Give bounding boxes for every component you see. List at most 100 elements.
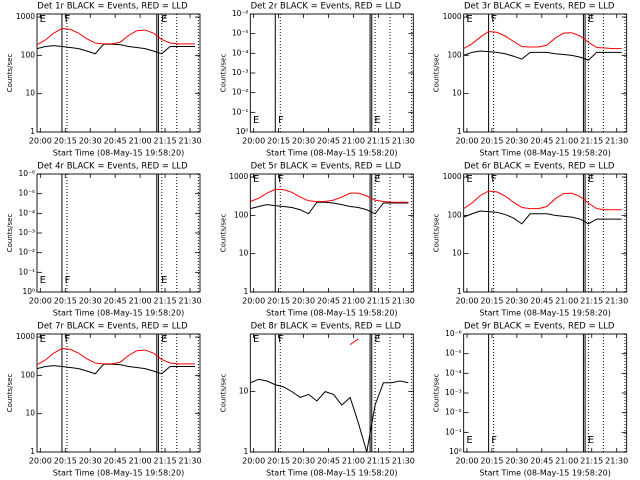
y-tick-label: 100 [447,210,462,219]
y-tick-label: 100 [234,210,249,219]
x-tick-label: 21:15 [580,457,603,466]
y-axis-label: Counts/sec [433,374,441,413]
y-tick-label: 10⁻¹ [232,107,249,116]
y-tick-label: 10 [452,89,462,98]
event-flag: E [161,275,167,286]
series-line [36,348,196,366]
y-tick-label: 1 [30,447,35,456]
y-tick-label: 1000 [443,12,462,21]
x-tick-label: 20:00 [29,137,52,146]
x-tick-label: 21:15 [367,137,390,146]
panel: Det 7r BLACK = Events, RED = LLD Start Ti… [6,322,202,478]
x-tick-label: 21:00 [129,297,152,306]
x-axis-label: Start Time (08-May-15 19:58:20) [53,309,184,318]
y-tick-label: 10⁻⁴ [18,208,35,217]
panel: Det 8r BLACK = Events, RED = LLD Start Ti… [219,322,415,478]
plot-frame [463,333,628,453]
y-tick-label: 100 [21,50,36,59]
x-tick-label: 21:00 [555,137,578,146]
event-flag: E [374,115,380,126]
x-axis-label: Start Time (08-May-15 19:58:20) [266,469,397,478]
series-line [463,50,622,61]
event-flag: E [374,174,380,185]
y-tick-label: 10⁻⁶ [232,9,249,18]
event-flag: E [253,334,259,345]
x-tick-label: 20:45 [530,297,553,306]
x-tick-label: 20:00 [242,297,265,306]
event-flag: E [588,435,594,446]
chart-title: Det 1r BLACK = Events, RED = LLD [37,2,188,12]
series-line [463,30,622,50]
y-tick-label: 100 [447,50,462,59]
x-tick-label: 21:30 [178,457,201,466]
plot-frame [36,333,201,453]
event-flag: E [161,334,167,345]
x-tick-label: 21:30 [392,297,415,306]
y-tick-label: 1 [244,447,249,456]
x-tick-label: 20:30 [505,137,528,146]
x-tick-label: 20:00 [242,457,265,466]
event-flag: F [491,14,497,25]
event-flag: F [278,334,284,345]
y-tick-label: 10⁻² [445,408,462,417]
plot-frame [36,13,201,133]
x-tick-label: 20:30 [292,297,315,306]
series-line [349,338,359,346]
x-axis-label: Start Time (08-May-15 19:58:20) [266,309,397,318]
x-tick-label: 20:30 [292,137,315,146]
chart-title: Det 9r BLACK = Events, RED = LLD [464,322,615,332]
x-tick-label: 20:15 [480,137,503,146]
panel: Det 6r BLACK = Events, RED = LLD Start Ti… [433,162,629,318]
x-tick-label: 21:00 [129,137,152,146]
x-axis-label: Start Time (08-May-15 19:58:20) [266,149,397,158]
y-axis-label: Counts/sec [433,54,441,93]
event-flag: F [65,14,71,25]
series-line [463,210,622,225]
x-tick-label: 20:45 [530,137,553,146]
series-line [36,363,196,375]
x-tick-label: 20:45 [104,137,127,146]
x-tick-label: 21:15 [580,137,603,146]
event-flag: E [466,174,472,185]
x-tick-label: 20:15 [267,457,290,466]
x-tick-label: 20:30 [292,457,315,466]
y-tick-label: 1000 [229,172,248,181]
x-tick-label: 20:45 [317,297,340,306]
x-tick-label: 21:15 [154,297,177,306]
plot-frame [249,13,414,133]
panel: Det 9r BLACK = Events, RED = LLD Start Ti… [433,322,629,478]
x-tick-label: 20:30 [79,137,102,146]
x-tick-label: 21:30 [605,297,628,306]
chart-title: Det 5r BLACK = Events, RED = LLD [251,162,402,172]
chart-title: Det 6r BLACK = Events, RED = LLD [464,162,615,172]
x-tick-label: 21:30 [178,297,201,306]
y-tick-label: 10⁻⁵ [445,349,462,358]
y-axis-label: Counts/sec [219,54,227,93]
event-flag: E [161,14,167,25]
x-tick-label: 21:00 [342,137,365,146]
x-tick-label: 21:15 [154,457,177,466]
x-tick-label: 21:00 [555,297,578,306]
y-tick-label: 10⁻⁶ [18,169,35,178]
x-axis-label: Start Time (08-May-15 19:58:20) [53,469,184,478]
plot-frame [249,333,414,453]
chart-title: Det 2r BLACK = Events, RED = LLD [251,2,402,12]
event-flag: E [253,174,259,185]
x-tick-label: 21:15 [367,457,390,466]
chart-title: Det 8r BLACK = Events, RED = LLD [251,322,402,332]
event-flag: E [466,14,472,25]
y-tick-label: 10 [25,89,35,98]
x-tick-label: 20:15 [54,297,77,306]
x-tick-label: 20:00 [29,297,52,306]
x-tick-label: 20:15 [267,297,290,306]
x-tick-label: 20:00 [455,137,478,146]
x-tick-label: 21:30 [392,457,415,466]
plot-frame [463,173,628,293]
chart-title: Det 7r BLACK = Events, RED = LLD [37,322,188,332]
series-line [36,28,196,46]
panel: Det 1r BLACK = Events, RED = LLD Start Ti… [6,2,202,158]
event-flag: E [588,14,594,25]
y-tick-label: 10⁻⁵ [232,29,249,38]
y-tick-label: 10⁻¹ [18,267,35,276]
